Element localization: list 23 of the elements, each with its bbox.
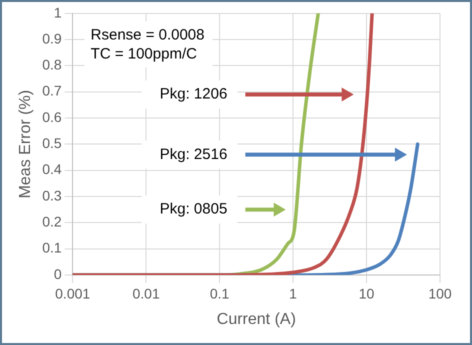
- y-tick-label: 0.5: [42, 135, 62, 152]
- x-tick-label: 0.1: [210, 285, 230, 302]
- y-tick-label: 0.1: [42, 240, 62, 256]
- x-axis-title: Current (A): [216, 310, 296, 328]
- annotation: Pkg: 1206: [160, 86, 228, 103]
- x-tick-label: 100: [428, 285, 452, 302]
- y-tick-label: 0.8: [42, 56, 62, 73]
- x-tick-label: 1: [289, 285, 298, 302]
- annotation: Rsense = 0.0008 TC = 100ppm/C: [90, 26, 205, 63]
- annotation: Pkg: 0805: [160, 200, 228, 218]
- y-tick-label: 0.4: [42, 161, 62, 178]
- y-tick-label: 0.6: [42, 108, 62, 125]
- y-tick-label: 0.9: [42, 30, 62, 46]
- y-axis-title: Meas Error (%): [17, 90, 34, 198]
- x-tick-label: 10: [358, 285, 375, 302]
- x-tick-label: 0.01: [132, 285, 160, 302]
- annotation: Pkg: 2516: [160, 146, 228, 163]
- y-tick-label: 0: [54, 266, 62, 282]
- y-tick-label: 0.3: [42, 187, 62, 204]
- y-tick-label: 1: [54, 4, 62, 20]
- x-tick-label: 0.001: [55, 285, 90, 302]
- y-tick-label: 0.7: [42, 82, 62, 99]
- y-tick-label: 0.2: [42, 214, 62, 230]
